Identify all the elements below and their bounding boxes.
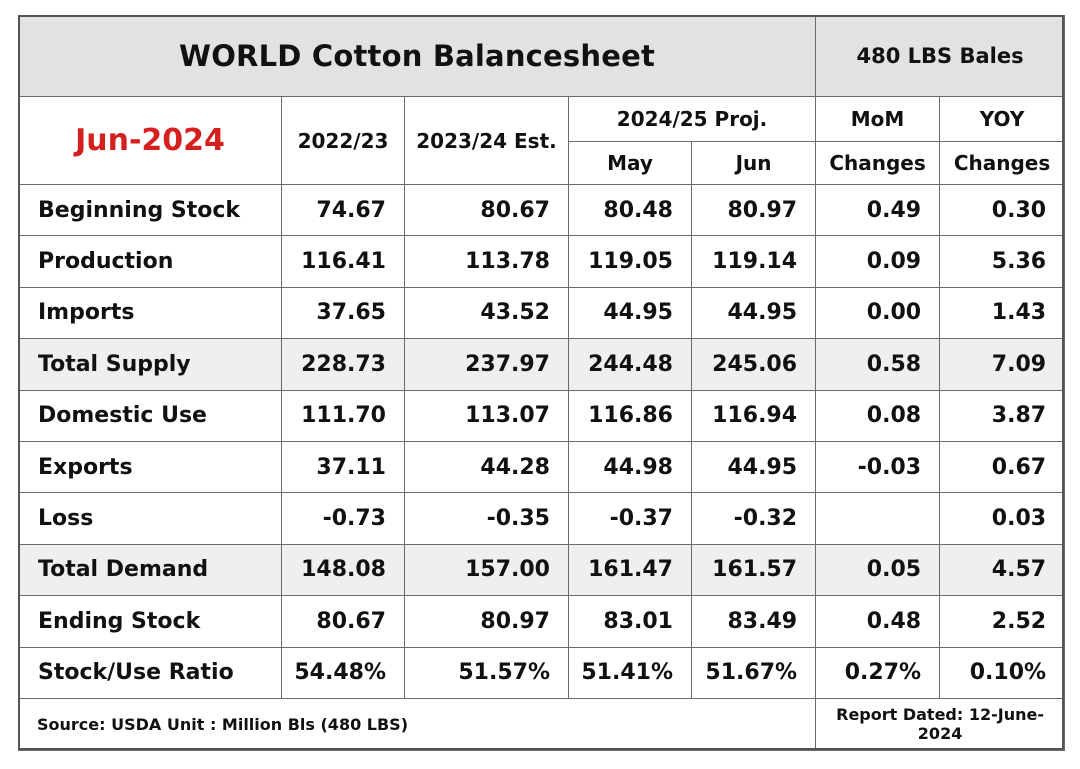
cell-jun: 245.06: [690, 338, 817, 391]
cell-yoy: 7.09: [939, 338, 1066, 391]
header-2024-25-proj: 2024/25 Proj.: [567, 96, 817, 142]
cell-may: -0.37: [568, 492, 692, 545]
cell-2022-23: 80.67: [281, 595, 405, 648]
row-label: Ending Stock: [18, 595, 282, 648]
cell-mom: 0.27%: [815, 646, 941, 699]
cell-jun: 161.57: [690, 543, 817, 597]
cell-2022-23: 37.65: [281, 286, 405, 340]
cell-yoy: 2.52: [939, 595, 1066, 648]
row-label: Total Supply: [18, 338, 282, 391]
cell-may: 244.48: [568, 338, 692, 391]
header-yoy: YOY: [939, 96, 1066, 142]
cell-2023-24: 80.67: [404, 183, 569, 237]
header-row-top: Jun-2024 2022/23 2023/24 Est. 2024/25 Pr…: [18, 96, 1066, 185]
cell-2022-23: 148.08: [281, 543, 405, 597]
cell-jun: 44.95: [690, 440, 817, 494]
header-jun: Jun: [690, 141, 817, 185]
table-row: Loss -0.73 -0.35 -0.37 -0.32 0.03: [18, 492, 1066, 545]
source-note: Source: USDA Unit : Million Bls (480 LBS…: [17, 697, 817, 751]
cell-2022-23: 54.48%: [281, 646, 405, 699]
header-2022-23: 2022/23: [281, 96, 405, 185]
report-date: Report Dated: 12-June-2024: [815, 697, 1066, 751]
cell-2022-23: 111.70: [281, 389, 405, 442]
cell-2022-23: 74.67: [281, 183, 405, 237]
table-row: Domestic Use 111.70 113.07 116.86 116.94…: [18, 389, 1066, 442]
header-2023-24: 2023/24 Est.: [404, 96, 569, 185]
row-label: Domestic Use: [18, 389, 282, 442]
title-row: WORLD Cotton Balancesheet 480 LBS Bales: [17, 15, 1066, 97]
row-label: Total Demand: [18, 543, 282, 597]
cell-2022-23: 37.11: [281, 440, 405, 494]
table-frame: [18, 15, 1064, 750]
balance-sheet-table: WORLD Cotton Balancesheet 480 LBS Bales …: [17, 15, 1066, 751]
table-row: Total Demand 148.08 157.00 161.47 161.57…: [18, 543, 1066, 597]
cell-may: 119.05: [568, 235, 692, 288]
row-label: Production: [18, 235, 282, 288]
cell-mom: 0.05: [815, 543, 941, 597]
cell-mom: 0.08: [815, 389, 941, 442]
cell-jun: 51.67%: [690, 646, 817, 699]
cell-mom: 0.49: [815, 183, 941, 237]
cell-may: 44.98: [568, 440, 692, 494]
table-row: Stock/Use Ratio 54.48% 51.57% 51.41% 51.…: [18, 646, 1066, 699]
table-row: Beginning Stock 74.67 80.67 80.48 80.97 …: [18, 183, 1066, 237]
header-mom-changes: Changes: [815, 141, 941, 185]
header-yoy-changes: Changes: [939, 141, 1066, 185]
cell-yoy: 3.87: [939, 389, 1066, 442]
cell-yoy: 5.36: [939, 235, 1066, 288]
cell-yoy: 0.30: [939, 183, 1066, 237]
cell-yoy: 0.03: [939, 492, 1066, 545]
cell-jun: 116.94: [690, 389, 817, 442]
cell-2023-24: -0.35: [404, 492, 569, 545]
cell-jun: -0.32: [690, 492, 817, 545]
table-row: Total Supply 228.73 237.97 244.48 245.06…: [18, 338, 1066, 391]
cell-mom: [815, 492, 941, 545]
table-row: Production 116.41 113.78 119.05 119.14 0…: [18, 235, 1066, 288]
cell-may: 44.95: [568, 286, 692, 340]
cell-mom: -0.03: [815, 440, 941, 494]
cell-jun: 80.97: [690, 183, 817, 237]
cell-mom: 0.09: [815, 235, 941, 288]
header-mom: MoM: [815, 96, 941, 142]
table-row: Ending Stock 80.67 80.97 83.01 83.49 0.4…: [18, 595, 1066, 648]
cell-2023-24: 51.57%: [404, 646, 569, 699]
cell-yoy: 0.67: [939, 440, 1066, 494]
cell-2022-23: 228.73: [281, 338, 405, 391]
cell-2022-23: -0.73: [281, 492, 405, 545]
row-label: Beginning Stock: [18, 183, 282, 237]
cell-yoy: 4.57: [939, 543, 1066, 597]
table-title: WORLD Cotton Balancesheet: [17, 15, 817, 97]
cell-2023-24: 43.52: [404, 286, 569, 340]
footer-row: Source: USDA Unit : Million Bls (480 LBS…: [17, 697, 1066, 751]
row-label: Exports: [18, 440, 282, 494]
cell-yoy: 0.10%: [939, 646, 1066, 699]
cell-2022-23: 116.41: [281, 235, 405, 288]
cell-may: 116.86: [568, 389, 692, 442]
row-label: Stock/Use Ratio: [18, 646, 282, 699]
cell-may: 51.41%: [568, 646, 692, 699]
report-month: Jun-2024: [18, 96, 282, 185]
table-row: Exports 37.11 44.28 44.98 44.95 -0.03 0.…: [18, 440, 1066, 494]
cell-2023-24: 113.07: [404, 389, 569, 442]
